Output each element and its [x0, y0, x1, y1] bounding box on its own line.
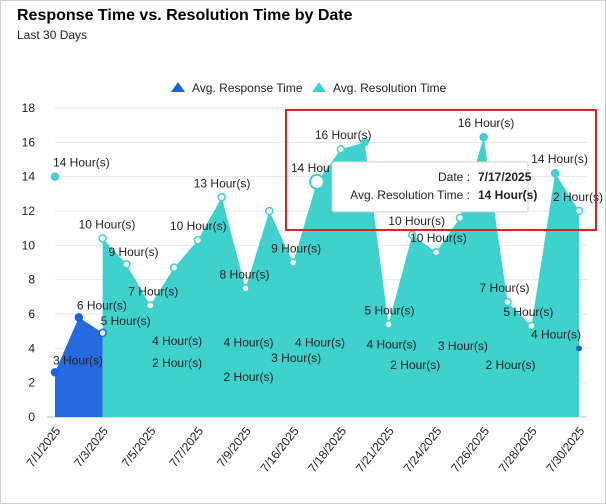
data-label: 4 Hour(s): [366, 337, 416, 351]
data-label: 2 Hour(s): [486, 358, 536, 372]
y-tick-label: 14: [22, 170, 36, 184]
tooltip-date-value: 7/17/2025: [478, 170, 532, 184]
data-label: 14 Hour(s): [531, 152, 588, 166]
data-label: 13 Hour(s): [194, 176, 251, 190]
resolution-point[interactable]: [50, 172, 60, 181]
data-label: 2 Hour(s): [224, 370, 274, 384]
legend-swatch: [312, 82, 326, 92]
x-tick-label: 7/18/2025: [305, 424, 349, 475]
chart-subtitle: Last 30 Days: [17, 28, 88, 42]
data-label: 4 Hour(s): [152, 334, 202, 348]
resolution-point[interactable]: [98, 234, 107, 243]
legend-swatch: [171, 82, 185, 92]
y-tick-label: 4: [28, 341, 35, 355]
data-label: 10 Hour(s): [410, 231, 467, 245]
resolution-point[interactable]: [527, 321, 536, 331]
x-tick-label: 7/5/2025: [119, 424, 159, 470]
resolution-point[interactable]: [193, 235, 203, 245]
y-tick-label: 2: [28, 376, 35, 390]
legend-label: Avg. Resolution Time: [333, 81, 446, 95]
data-label: 5 Hour(s): [364, 303, 414, 317]
y-tick-label: 0: [28, 410, 35, 424]
data-label: 2 Hour(s): [390, 358, 440, 372]
resolution-point[interactable]: [241, 284, 250, 293]
data-label: 8 Hour(s): [220, 267, 270, 281]
x-tick-label: 7/28/2025: [496, 424, 540, 475]
x-tick-label: 7/7/2025: [166, 424, 206, 470]
x-tick-label: 7/26/2025: [448, 424, 492, 475]
x-tick-label: 7/16/2025: [258, 424, 302, 475]
data-label: 10 Hour(s): [388, 214, 445, 228]
data-label: 7 Hour(s): [480, 281, 530, 295]
x-tick-label: 7/30/2025: [543, 424, 587, 475]
x-tick-label: 7/24/2025: [401, 424, 445, 475]
data-label: 14 Hou: [291, 161, 330, 175]
data-label: 10 Hour(s): [79, 217, 136, 231]
resolution-point[interactable]: [146, 301, 155, 310]
y-tick-label: 10: [22, 238, 36, 252]
data-label: 10 Hour(s): [170, 219, 227, 233]
data-label: 16 Hour(s): [315, 128, 372, 142]
legend-label: Avg. Response Time: [192, 81, 303, 95]
chart-title: Response Time vs. Resolution Time by Dat…: [17, 7, 353, 24]
x-tick-label: 7/3/2025: [71, 424, 111, 470]
response-point[interactable]: [98, 328, 107, 338]
resolution-point[interactable]: [169, 263, 179, 272]
y-tick-label: 18: [22, 101, 36, 115]
highlight-box: [285, 109, 597, 231]
data-label: 2 Hour(s): [553, 190, 603, 204]
response-area: [55, 317, 103, 417]
hover-point[interactable]: [309, 173, 325, 190]
tooltip-metric-value: 14 Hour(s): [478, 188, 537, 202]
response-point[interactable]: [576, 345, 582, 352]
resolution-point[interactable]: [550, 168, 560, 178]
tooltip-date-label: Date :: [438, 170, 470, 184]
resolution-point[interactable]: [217, 193, 226, 202]
data-label: 3 Hour(s): [271, 351, 321, 365]
resolution-point[interactable]: [455, 213, 465, 223]
y-tick-label: 16: [22, 135, 36, 149]
resolution-point[interactable]: [360, 138, 369, 147]
data-label: 16 Hour(s): [458, 116, 515, 130]
data-label: 4 Hour(s): [224, 336, 274, 350]
data-label: 5 Hour(s): [503, 305, 553, 319]
resolution-point[interactable]: [408, 230, 417, 240]
resolution-point[interactable]: [431, 247, 441, 257]
resolution-point[interactable]: [122, 259, 131, 269]
response-point[interactable]: [74, 313, 84, 322]
resolution-point[interactable]: [574, 206, 584, 216]
data-label: 4 Hour(s): [531, 327, 581, 341]
y-tick-label: 8: [28, 273, 35, 287]
data-label: 4 Hour(s): [295, 336, 345, 350]
y-tick-label: 12: [22, 204, 36, 218]
resolution-area: [102, 137, 580, 417]
data-label: 3 Hour(s): [438, 339, 488, 353]
x-tick-label: 7/1/2025: [24, 424, 64, 470]
data-label: 2 Hour(s): [152, 356, 202, 370]
tooltip: [331, 161, 529, 213]
resolution-point[interactable]: [265, 206, 274, 216]
tooltip-metric-label: Avg. Resolution Time :: [350, 188, 470, 202]
data-label: 3 Hour(s): [53, 353, 103, 367]
data-label: 9 Hour(s): [271, 242, 321, 256]
data-label: 6 Hour(s): [77, 298, 127, 312]
x-tick-label: 7/21/2025: [353, 424, 397, 475]
data-label: 5 Hour(s): [101, 314, 151, 328]
data-label: 9 Hour(s): [108, 245, 158, 259]
resolution-point[interactable]: [479, 132, 488, 142]
x-tick-label: 7/9/2025: [214, 424, 254, 470]
resolution-point[interactable]: [384, 320, 393, 329]
response-point[interactable]: [50, 368, 60, 377]
data-label: 14 Hour(s): [53, 156, 110, 170]
data-label: 7 Hour(s): [128, 284, 178, 298]
resolution-point[interactable]: [503, 297, 512, 307]
y-tick-label: 6: [28, 307, 35, 321]
resolution-point[interactable]: [288, 258, 298, 267]
resolution-point[interactable]: [336, 144, 346, 154]
